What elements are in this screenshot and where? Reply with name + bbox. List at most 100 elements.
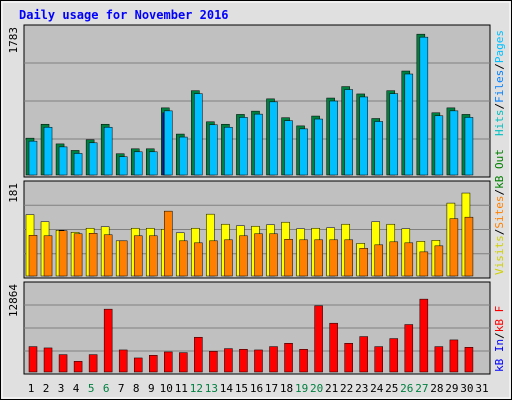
kbf-bar-14 bbox=[224, 348, 233, 373]
sites-bar-24 bbox=[374, 244, 383, 277]
sites-bar-26 bbox=[404, 242, 414, 277]
chart-title: Daily usage for November 2016 bbox=[19, 8, 229, 22]
x-tick-label-28: 28 bbox=[430, 382, 443, 395]
kbf-bar-4 bbox=[73, 361, 83, 373]
x-tick-label-17: 17 bbox=[265, 382, 278, 395]
sites-bar-16 bbox=[254, 233, 263, 277]
sites-bar-2 bbox=[43, 235, 53, 277]
x-tick-label-21: 21 bbox=[325, 382, 338, 395]
x-tick-label-10: 10 bbox=[160, 382, 173, 395]
bottom-legend-part-3: kB F bbox=[493, 306, 506, 333]
kbf-bar-18 bbox=[284, 343, 293, 373]
hits-bar-4 bbox=[73, 153, 83, 176]
sites-bar-6 bbox=[103, 234, 113, 277]
kbf-bar-25 bbox=[389, 338, 399, 373]
hits-bar-21 bbox=[329, 100, 338, 176]
panel-2-max-label: 181 bbox=[7, 183, 20, 203]
sites-bar-14 bbox=[224, 239, 233, 277]
kbf-bar-13 bbox=[209, 351, 218, 373]
hits-bar-3 bbox=[58, 146, 68, 176]
hits-bar-2 bbox=[43, 126, 53, 176]
mid-legend-part-5: kB Out bbox=[493, 149, 506, 189]
x-tick-label-5: 5 bbox=[88, 382, 95, 395]
hits-bar-15 bbox=[239, 117, 248, 176]
hits-bar-16 bbox=[254, 113, 263, 176]
top-legend-part-1: Hits bbox=[493, 110, 506, 137]
bottom-legend: kB In/kB F bbox=[493, 306, 506, 372]
hits-bar-28 bbox=[434, 115, 444, 176]
panel-1-max-label: 1783 bbox=[7, 27, 20, 54]
mid-legend-part-4: / bbox=[493, 189, 506, 196]
kbf-bar-19 bbox=[299, 349, 308, 373]
bottom-legend-part-2: / bbox=[493, 332, 506, 339]
sites-bar-5 bbox=[88, 233, 98, 277]
sites-bar-13 bbox=[209, 240, 218, 277]
hits-bar-27 bbox=[419, 36, 429, 176]
panel-3-max-label: 12864 bbox=[7, 284, 20, 317]
x-tick-label-6: 6 bbox=[103, 382, 110, 395]
hits-bar-18 bbox=[284, 120, 293, 176]
kbf-bar-24 bbox=[374, 346, 383, 373]
hits-bar-20 bbox=[314, 118, 323, 176]
x-axis: 1 2 3 4 5 6 7 8 9 10 11 12 13 14 15 16 17 18 19 20 21 22 23 24 2… bbox=[28, 382, 489, 395]
sites-bar-12 bbox=[194, 242, 203, 277]
hits-bar-13 bbox=[209, 124, 218, 176]
sites-bar-17 bbox=[269, 233, 278, 277]
x-tick-label-3: 3 bbox=[58, 382, 65, 395]
top-legend-part-3: Files bbox=[493, 70, 506, 103]
x-tick-label-20: 20 bbox=[310, 382, 323, 395]
sites-bar-18 bbox=[284, 239, 293, 277]
sites-bar-15 bbox=[239, 235, 248, 277]
kbf-bar-26 bbox=[404, 324, 414, 373]
x-tick-label-13: 13 bbox=[205, 382, 218, 395]
kbf-bar-16 bbox=[254, 349, 263, 373]
kbf-bar-12 bbox=[194, 336, 203, 373]
x-tick-label-15: 15 bbox=[235, 382, 248, 395]
kbf-bar-3 bbox=[58, 354, 68, 373]
hits-bar-19 bbox=[299, 128, 308, 176]
sites-bar-9 bbox=[149, 235, 158, 277]
x-tick-label-12: 12 bbox=[190, 382, 203, 395]
x-tick-label-16: 16 bbox=[250, 382, 263, 395]
x-tick-label-8: 8 bbox=[133, 382, 140, 395]
x-tick-label-26: 26 bbox=[400, 382, 413, 395]
x-tick-label-4: 4 bbox=[73, 382, 80, 395]
sites-bar-20 bbox=[314, 239, 323, 277]
kbf-bar-17 bbox=[269, 346, 278, 373]
top-legend-part-2: / bbox=[493, 103, 506, 110]
x-tick-label-2: 2 bbox=[43, 382, 50, 395]
panels-layer: 1783 181 12864 bbox=[7, 24, 491, 375]
kbf-bar-5 bbox=[88, 354, 98, 373]
sites-bar-3 bbox=[58, 230, 68, 277]
x-tick-label-14: 14 bbox=[220, 382, 234, 395]
x-tick-label-31: 31 bbox=[475, 382, 488, 395]
sites-bar-19 bbox=[299, 239, 308, 277]
hits-bar-8 bbox=[133, 151, 143, 176]
hits-bar-10 bbox=[164, 110, 173, 176]
kbf-bar-28 bbox=[434, 346, 444, 373]
top-legend-part-4: / bbox=[493, 63, 506, 70]
sites-bar-11 bbox=[179, 240, 188, 277]
top-legend-part-5: Pages bbox=[493, 30, 506, 63]
x-tick-label-7: 7 bbox=[118, 382, 125, 395]
kbf-bar-29 bbox=[449, 339, 459, 373]
hits-bar-22 bbox=[344, 89, 353, 176]
hits-bar-23 bbox=[359, 96, 368, 176]
sites-bar-23 bbox=[359, 248, 368, 277]
kbf-bar-1 bbox=[28, 346, 38, 373]
sites-bar-22 bbox=[344, 239, 353, 277]
hits-bar-12 bbox=[194, 93, 203, 176]
top-legend: Hits/Files/Pages bbox=[493, 30, 506, 136]
hits-bar-29 bbox=[449, 110, 459, 176]
sites-bar-7 bbox=[118, 240, 128, 277]
x-tick-label-18: 18 bbox=[280, 382, 293, 395]
sites-bar-29 bbox=[449, 218, 459, 277]
hits-bar-7 bbox=[118, 156, 128, 176]
hits-bar-9 bbox=[149, 151, 158, 176]
panel-2: 181 bbox=[7, 180, 491, 279]
x-tick-label-9: 9 bbox=[148, 382, 155, 395]
hits-bar-30 bbox=[464, 117, 474, 176]
kbf-bar-23 bbox=[359, 336, 368, 373]
kbf-bar-9 bbox=[149, 355, 158, 373]
